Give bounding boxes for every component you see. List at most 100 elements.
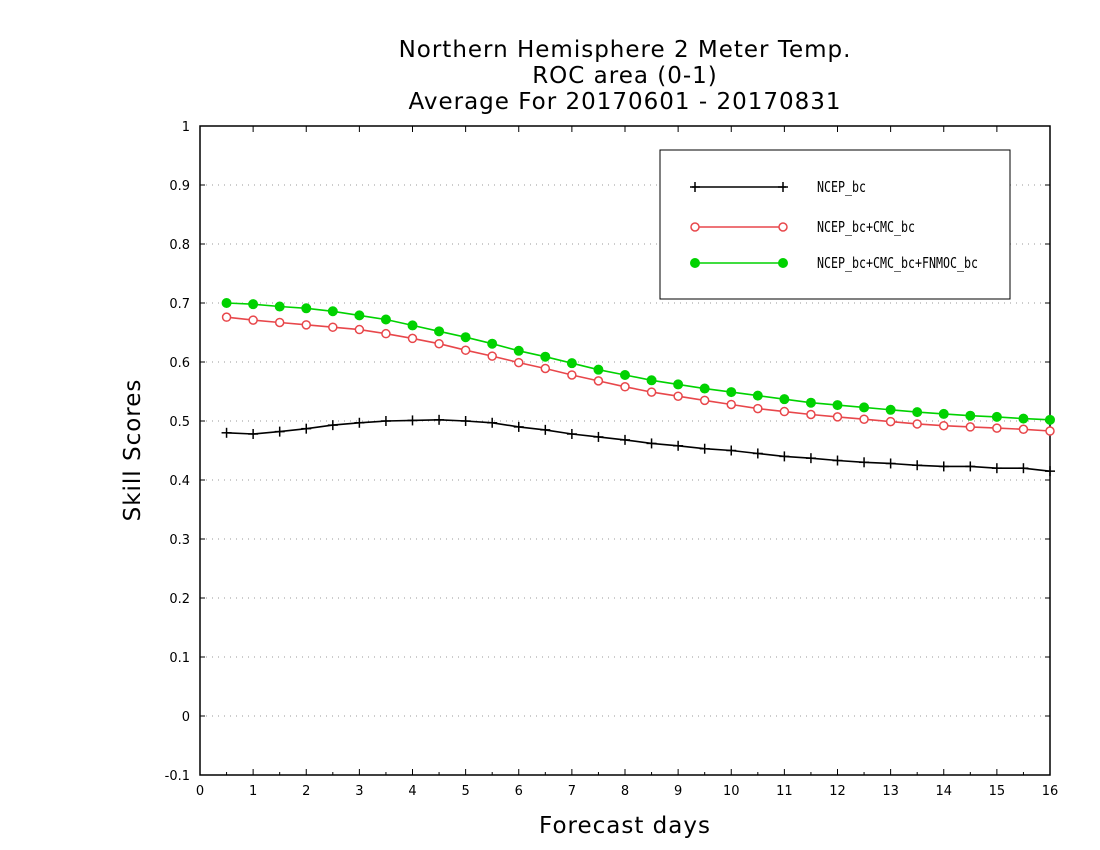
x-tick-label: 7 [568,784,576,799]
open-circle-marker [646,387,657,397]
filled-circle-marker [221,298,232,308]
y-tick-label: 1 [182,120,190,135]
filled-circle-marker [460,332,471,343]
y-tick-label: -0.1 [165,769,190,784]
plus-marker [779,451,790,462]
x-tick-label: 11 [776,784,793,799]
series-3 [221,298,1055,425]
x-tick-label: 9 [674,784,682,799]
open-circle-marker [965,422,976,432]
filled-circle-marker [380,314,391,325]
y-tick-label: 0.5 [169,415,190,430]
x-axis-title: Forecast days [539,813,711,839]
open-circle-marker [779,406,790,417]
plus-marker [646,438,657,449]
open-circle-marker [301,320,311,330]
filled-circle-marker [938,408,949,419]
x-tick-label: 8 [621,784,629,799]
open-circle-marker [1018,424,1029,435]
filled-circle-marker [673,379,684,390]
y-tick-label: 0.3 [169,533,190,548]
series-line [226,316,1051,432]
x-tick-label: 13 [882,784,899,799]
x-tick-label: 3 [355,784,363,799]
chart-title-line-2: ROC area (0-1) [532,63,718,89]
plus-marker [673,440,684,451]
filled-circle-marker [991,411,1002,422]
x-tick-label: 4 [408,784,416,799]
series-group [221,298,1055,477]
chart-title-line-1: Northern Hemisphere 2 Meter Temp. [398,37,852,63]
open-circle-marker [540,363,551,374]
filled-circle-marker [912,407,923,418]
open-circle-marker [699,395,710,406]
y-tick-label: 0 [182,710,190,725]
legend-entry: NCEP_bc+CMC_bc+FNMOC_bc [690,254,978,272]
filled-circle-marker [1018,413,1029,424]
plus-marker [1045,466,1055,477]
x-tick-label: 6 [515,784,523,799]
filled-circle-marker [274,301,285,312]
filled-circle-marker [965,410,976,421]
filled-circle-marker [779,394,790,405]
x-tick-label: 1 [249,784,257,799]
plus-marker [434,414,445,425]
y-tick-label: 0.7 [169,297,190,312]
plus-marker [301,423,312,434]
open-circle-marker [690,222,700,232]
open-circle-marker [328,322,338,332]
filled-circle-marker [752,390,763,401]
open-circle-marker [567,370,577,380]
open-circle-marker [593,376,604,386]
open-circle-marker [992,423,1002,433]
open-circle-marker [726,399,736,410]
x-tick-label: 5 [461,784,469,799]
plus-marker [248,428,259,439]
series-2 [221,312,1055,436]
filled-circle-marker [301,303,312,314]
plus-marker [885,458,896,469]
filled-circle-marker [646,375,657,386]
filled-circle-marker [434,326,445,337]
y-tick-label: 0.6 [169,356,190,371]
y-tick-label: 0.1 [169,651,190,666]
x-tick-label: 15 [989,784,1006,799]
plus-marker [487,417,498,428]
x-tick-label: 12 [829,784,846,799]
plus-marker [965,461,976,472]
open-circle-marker [939,420,949,431]
filled-circle-marker [487,338,498,349]
open-circle-marker [753,403,763,414]
filled-circle-marker [513,345,524,356]
plus-marker [407,415,418,426]
open-circle-marker [806,409,816,420]
legend-box [659,149,1011,300]
x-tick-label: 16 [1042,784,1059,799]
open-circle-marker [1045,426,1055,436]
plus-marker [752,448,763,459]
plus-marker [593,431,604,442]
plus-marker [566,428,577,439]
filled-circle-marker [778,258,788,268]
filled-circle-marker [859,402,870,413]
series-line [226,302,1051,421]
axes: -0.100.10.20.30.40.50.60.70.80.910 1 2 3 4 5 6… [165,120,1059,799]
y-tick-label: 0.8 [169,238,190,253]
chart-title-line-3: Average For 20170601 - 20170831 [408,89,842,115]
open-circle-marker [620,382,630,392]
plus-marker [726,445,737,456]
open-circle-marker [460,345,471,355]
plus-marker [380,416,391,426]
filled-circle-marker [832,400,843,411]
plus-marker [354,417,365,428]
series-1 [221,414,1055,477]
plus-marker [513,421,524,432]
open-circle-marker [832,412,843,422]
plus-marker [274,426,285,437]
open-circle-marker [354,324,365,335]
y-axis-title: Skill Scores [120,379,146,522]
plus-marker [327,420,338,431]
filled-circle-marker [540,351,551,362]
x-tick-label: 10 [723,784,740,799]
